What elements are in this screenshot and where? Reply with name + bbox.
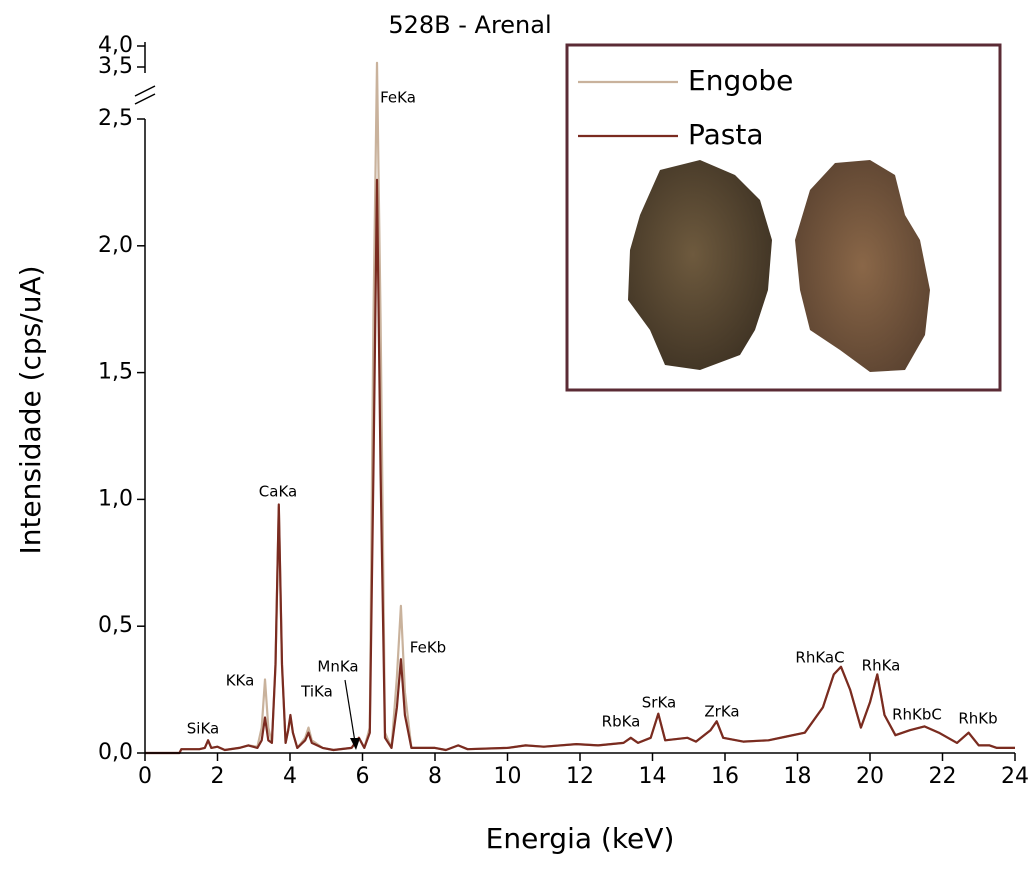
legend-label: Pasta [688, 118, 764, 151]
x-tick-label: 4 [283, 764, 297, 789]
peak-label: KKa [226, 672, 255, 690]
peak-label: TiKa [300, 683, 333, 701]
sherd-photo [795, 160, 930, 372]
peak-label: ZrKa [704, 703, 739, 721]
y-tick-label: 1,0 [98, 486, 133, 511]
peak-label: SrKa [642, 694, 676, 712]
series-line [145, 178, 1015, 755]
x-tick-label: 12 [566, 764, 594, 789]
x-tick-label: 22 [929, 764, 957, 789]
peak-label: FeKb [410, 639, 446, 657]
y-tick-label: 4,0 [98, 33, 133, 58]
x-tick-label: 10 [494, 764, 522, 789]
annotation-arrowhead [350, 738, 360, 750]
y-tick-label: 3,5 [98, 54, 133, 79]
sherd-photo [628, 160, 772, 370]
x-tick-label: 14 [639, 764, 667, 789]
y-tick-label: 1,5 [98, 360, 133, 385]
x-axis-label: Energia (keV) [486, 822, 675, 855]
peak-label: CaKa [259, 483, 297, 501]
peak-label: RhKb [958, 710, 997, 728]
y-tick-label: 2,5 [98, 106, 133, 131]
y-tick-label: 0,5 [98, 613, 133, 638]
peak-label: RbKa [602, 713, 641, 731]
x-tick-label: 2 [211, 764, 225, 789]
peak-label: MnKa [317, 658, 358, 676]
legend-label: Engobe [688, 64, 793, 97]
peak-label: RhKaC [795, 649, 844, 667]
x-tick-label: 18 [784, 764, 812, 789]
axis-break [134, 93, 156, 105]
y-axis-label: Intensidade (cps/uA) [14, 265, 47, 554]
y-tick-label: 0,0 [98, 740, 133, 765]
x-tick-label: 0 [138, 764, 152, 789]
peak-label: SiKa [187, 720, 219, 738]
x-tick-label: 16 [711, 764, 739, 789]
x-tick-label: 24 [1001, 764, 1029, 789]
axis-break [134, 85, 156, 97]
peak-label: RhKbC [892, 706, 942, 724]
legend-box [565, 43, 1002, 392]
y-tick-label: 2,0 [98, 233, 133, 258]
annotation-arrow [344, 679, 356, 743]
x-tick-label: 20 [856, 764, 884, 789]
x-tick-label: 6 [356, 764, 370, 789]
peak-label: RhKa [862, 657, 901, 675]
peak-label: FeKa [380, 89, 416, 107]
chart-title: 528B - Arenal [388, 11, 551, 39]
legend: Engobe Pasta [565, 43, 1002, 392]
x-tick-label: 8 [428, 764, 442, 789]
